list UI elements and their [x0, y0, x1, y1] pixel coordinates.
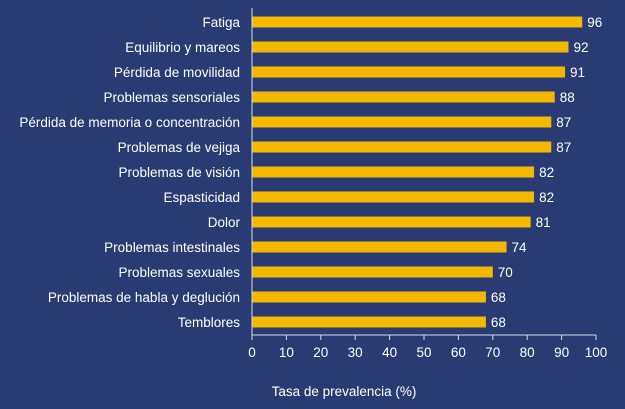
bar	[252, 241, 507, 253]
bar	[252, 191, 535, 203]
value-label: 81	[536, 215, 551, 230]
bar	[252, 291, 486, 303]
category-label: Problemas de habla y deglución	[48, 290, 240, 305]
x-tick-label: 100	[585, 345, 608, 360]
bar	[252, 316, 486, 328]
bar	[252, 216, 531, 228]
x-tick-label: 60	[451, 345, 466, 360]
value-label: 68	[491, 290, 506, 305]
value-label: 74	[512, 240, 528, 255]
bar	[252, 91, 555, 103]
bar	[252, 41, 569, 53]
bar	[252, 266, 493, 278]
value-label: 82	[539, 165, 554, 180]
x-tick-label: 80	[520, 345, 535, 360]
category-label: Temblores	[178, 315, 241, 330]
category-label: Pérdida de memoria o concentración	[19, 115, 240, 130]
x-axis-title: Tasa de prevalencia (%)	[272, 384, 417, 399]
category-label: Problemas de visión	[118, 165, 240, 180]
value-label: 91	[570, 65, 585, 80]
category-label: Pérdida de movilidad	[114, 65, 240, 80]
category-label: Dolor	[208, 215, 241, 230]
bar	[252, 66, 566, 78]
value-label: 70	[498, 265, 513, 280]
category-label: Problemas sexuales	[118, 265, 240, 280]
bar	[252, 141, 552, 153]
category-label: Fatiga	[202, 15, 240, 30]
category-label: Espasticidad	[163, 190, 240, 205]
value-label: 87	[556, 115, 571, 130]
x-tick-label: 50	[416, 345, 431, 360]
bar	[252, 166, 535, 178]
category-label: Problemas de vejiga	[118, 140, 241, 155]
bars-layer	[252, 16, 583, 328]
x-tick-label: 0	[248, 345, 256, 360]
bar	[252, 16, 583, 28]
x-tick-label: 30	[348, 345, 363, 360]
value-label: 82	[539, 190, 554, 205]
x-tick-label: 70	[485, 345, 500, 360]
x-tick-label: 90	[554, 345, 569, 360]
x-ticks-layer: 0 10 20 30 40 50 60 70 80 90 100	[248, 335, 607, 360]
x-tick-label: 10	[279, 345, 294, 360]
category-label: Equilibrio y mareos	[125, 40, 240, 55]
value-label: 88	[560, 90, 575, 105]
category-label: Problemas intestinales	[104, 240, 240, 255]
x-tick-label: 20	[313, 345, 328, 360]
value-label: 68	[491, 315, 506, 330]
category-label: Problemas sensoriales	[103, 90, 240, 105]
value-label: 87	[556, 140, 571, 155]
bar	[252, 116, 552, 128]
value-label: 96	[587, 15, 602, 30]
x-tick-label: 40	[382, 345, 397, 360]
category-labels-layer: Fatiga Equilibrio y mareos Pérdida de movi…	[19, 15, 240, 330]
value-label: 92	[573, 40, 588, 55]
